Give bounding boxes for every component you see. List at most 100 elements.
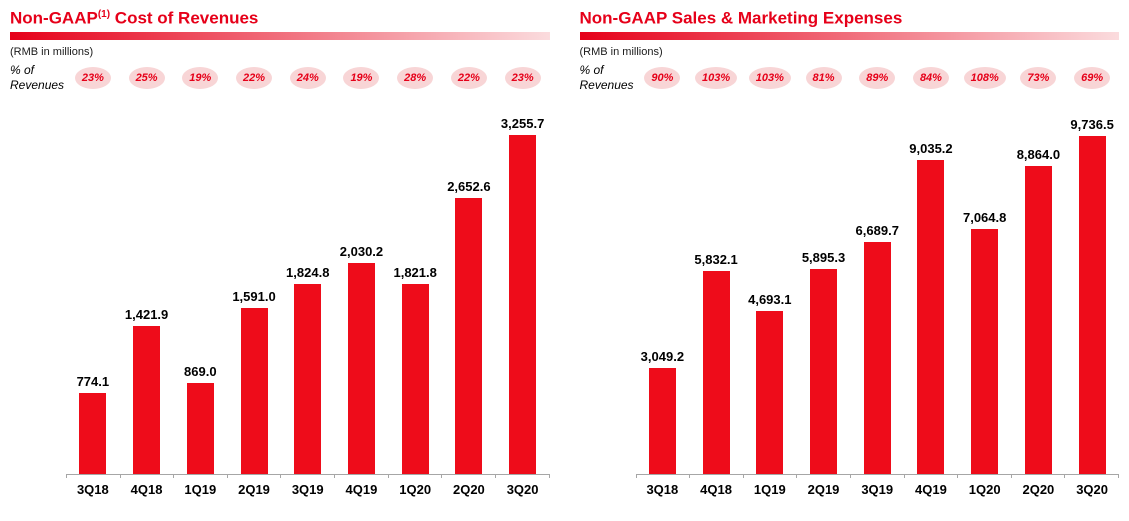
bar-value-label: 3,255.7 <box>500 116 545 132</box>
pct-label-line2: Revenues <box>579 78 634 93</box>
bar-column: 2,652.6 <box>442 99 496 475</box>
pct-badge-cell: 23% <box>66 67 120 90</box>
x-axis-label: 1Q20 <box>399 482 432 498</box>
axis-tick <box>173 475 227 479</box>
pct-badge: 22% <box>450 67 487 90</box>
bar-value-label: 774.1 <box>76 374 110 390</box>
bar-column: 7,064.8 <box>958 99 1012 475</box>
bar <box>509 135 537 475</box>
bar-column: 3,049.2 <box>636 99 690 475</box>
pct-badge: 19% <box>343 67 380 90</box>
bar <box>1024 166 1052 475</box>
x-axis-ticks <box>66 474 550 479</box>
chart-title: Non-GAAP Sales & Marketing Expenses <box>580 9 1120 28</box>
axis-tick <box>334 475 388 479</box>
footnote-marker: (1) <box>97 9 111 20</box>
x-axis-labels: 3Q18 4Q18 1Q19 2Q19 3Q19 4Q19 1Q20 2Q20 3Q20 <box>636 482 1120 497</box>
pct-badge: 90% <box>644 67 681 90</box>
x-axis-label: 1Q19 <box>753 482 786 498</box>
pct-badge-cell: 81% <box>797 67 851 90</box>
bar-value-label: 7,064.8 <box>962 210 1007 226</box>
bars-row: 3,049.2 5,832.1 4,693.1 5,895.3 6,689.7 9,035… <box>636 99 1120 475</box>
bar-column: 3,255.7 <box>496 99 550 475</box>
x-axis-ticks <box>635 474 1119 479</box>
pct-label-line1: % of <box>10 63 35 78</box>
bar <box>133 326 161 475</box>
x-axis-label: 3Q20 <box>506 482 539 498</box>
bar-column: 1,824.8 <box>281 99 335 475</box>
bar <box>917 160 945 475</box>
pct-badge: 24% <box>289 67 326 90</box>
x-axis-label: 4Q19 <box>345 482 378 498</box>
x-axis-label: 3Q19 <box>861 482 894 498</box>
pct-badge-cell: 22% <box>442 67 496 90</box>
bars-row: 774.1 1,421.9 869.0 1,591.0 1,824.8 2,030.2 1,… <box>66 99 550 475</box>
pct-of-revenues-label: % of Revenues <box>10 63 66 93</box>
axis-tick <box>441 475 495 479</box>
pct-badge: 108% <box>963 67 1006 90</box>
pct-badge: 25% <box>128 67 165 90</box>
pct-label-line1: % of <box>579 63 604 78</box>
pct-badge: 23% <box>504 67 541 90</box>
chart-subtitle: (RMB in millions) <box>579 46 663 59</box>
pct-badge-cell: 19% <box>335 67 389 90</box>
title-underline-gradient <box>10 32 550 41</box>
pct-badge: 23% <box>74 67 111 90</box>
x-axis-label: 4Q18 <box>130 482 163 498</box>
x-axis-labels: 3Q18 4Q18 1Q19 2Q19 3Q19 4Q19 1Q20 2Q20 3Q20 <box>66 482 550 497</box>
pct-badge-cell: 103% <box>743 67 797 90</box>
axis-tick <box>957 475 1011 479</box>
bar-value-label: 9,736.5 <box>1070 117 1114 133</box>
chart-title-text-suffix: Cost of Revenues <box>110 8 259 28</box>
pct-badge: 19% <box>182 67 219 90</box>
bar-column: 9,035.2 <box>904 99 958 475</box>
x-axis-label: 1Q20 <box>968 482 1001 498</box>
x-axis-label: 3Q18 <box>76 482 109 498</box>
x-axis-label: 3Q19 <box>291 482 324 498</box>
x-axis-label: 4Q18 <box>700 482 732 498</box>
bar-value-label: 9,035.2 <box>909 141 953 157</box>
bar-column: 5,895.3 <box>797 99 851 475</box>
axis-tick <box>635 475 690 479</box>
x-axis-label: 3Q18 <box>646 482 679 498</box>
bar <box>186 383 214 475</box>
pct-badge: 103% <box>748 67 791 90</box>
pct-badge: 84% <box>912 67 949 90</box>
axis-tick <box>66 475 120 479</box>
bar-column: 1,591.0 <box>227 99 281 475</box>
bar <box>294 284 322 475</box>
bar-column: 1,821.8 <box>388 99 442 475</box>
bar <box>702 271 730 475</box>
bar-column: 2,030.2 <box>335 99 389 475</box>
bar <box>347 263 375 475</box>
bar <box>648 368 676 475</box>
pct-badge-cell: 22% <box>227 67 281 90</box>
x-axis-label: 2Q19 <box>238 482 270 498</box>
bar-value-label: 3,049.2 <box>640 349 685 365</box>
pct-label-line2: Revenues <box>10 78 65 93</box>
axis-tick <box>280 475 334 479</box>
pct-badge-cell: 89% <box>850 67 904 90</box>
x-axis-label: 1Q19 <box>184 482 217 498</box>
pct-badge-cell: 19% <box>173 67 227 90</box>
bar-value-label: 1,824.8 <box>286 265 330 281</box>
axis-tick <box>119 475 174 479</box>
axis-tick <box>689 475 743 479</box>
axis-tick <box>742 475 797 479</box>
pct-badge-cell: 28% <box>388 67 442 90</box>
bar-value-label: 1,821.8 <box>393 265 437 281</box>
chart-subtitle: (RMB in millions) <box>10 46 94 59</box>
pct-badges-row: 90% 103% 103% 81% 89% 84% 108% 73% 69% <box>636 67 1120 90</box>
bar <box>79 393 107 475</box>
bar <box>1078 136 1106 475</box>
pct-badge-cell: 25% <box>120 67 174 90</box>
bar-value-label: 1,421.9 <box>124 307 169 323</box>
chart-panel-cost-of-revenues: Non-GAAP(1) Cost of Revenues (RMB in mil… <box>10 9 550 497</box>
axis-tick <box>494 475 549 479</box>
bar-chart-plot: 3,049.2 5,832.1 4,693.1 5,895.3 6,689.7 9,035… <box>635 99 1120 497</box>
chart-title-text: Non-GAAP Sales & Marketing Expenses <box>579 8 903 28</box>
chart-title: Non-GAAP(1) Cost of Revenues <box>10 9 550 28</box>
axis-tick <box>796 475 850 479</box>
axis-tick <box>226 475 281 479</box>
pct-of-revenues-label: % of Revenues <box>580 63 636 93</box>
